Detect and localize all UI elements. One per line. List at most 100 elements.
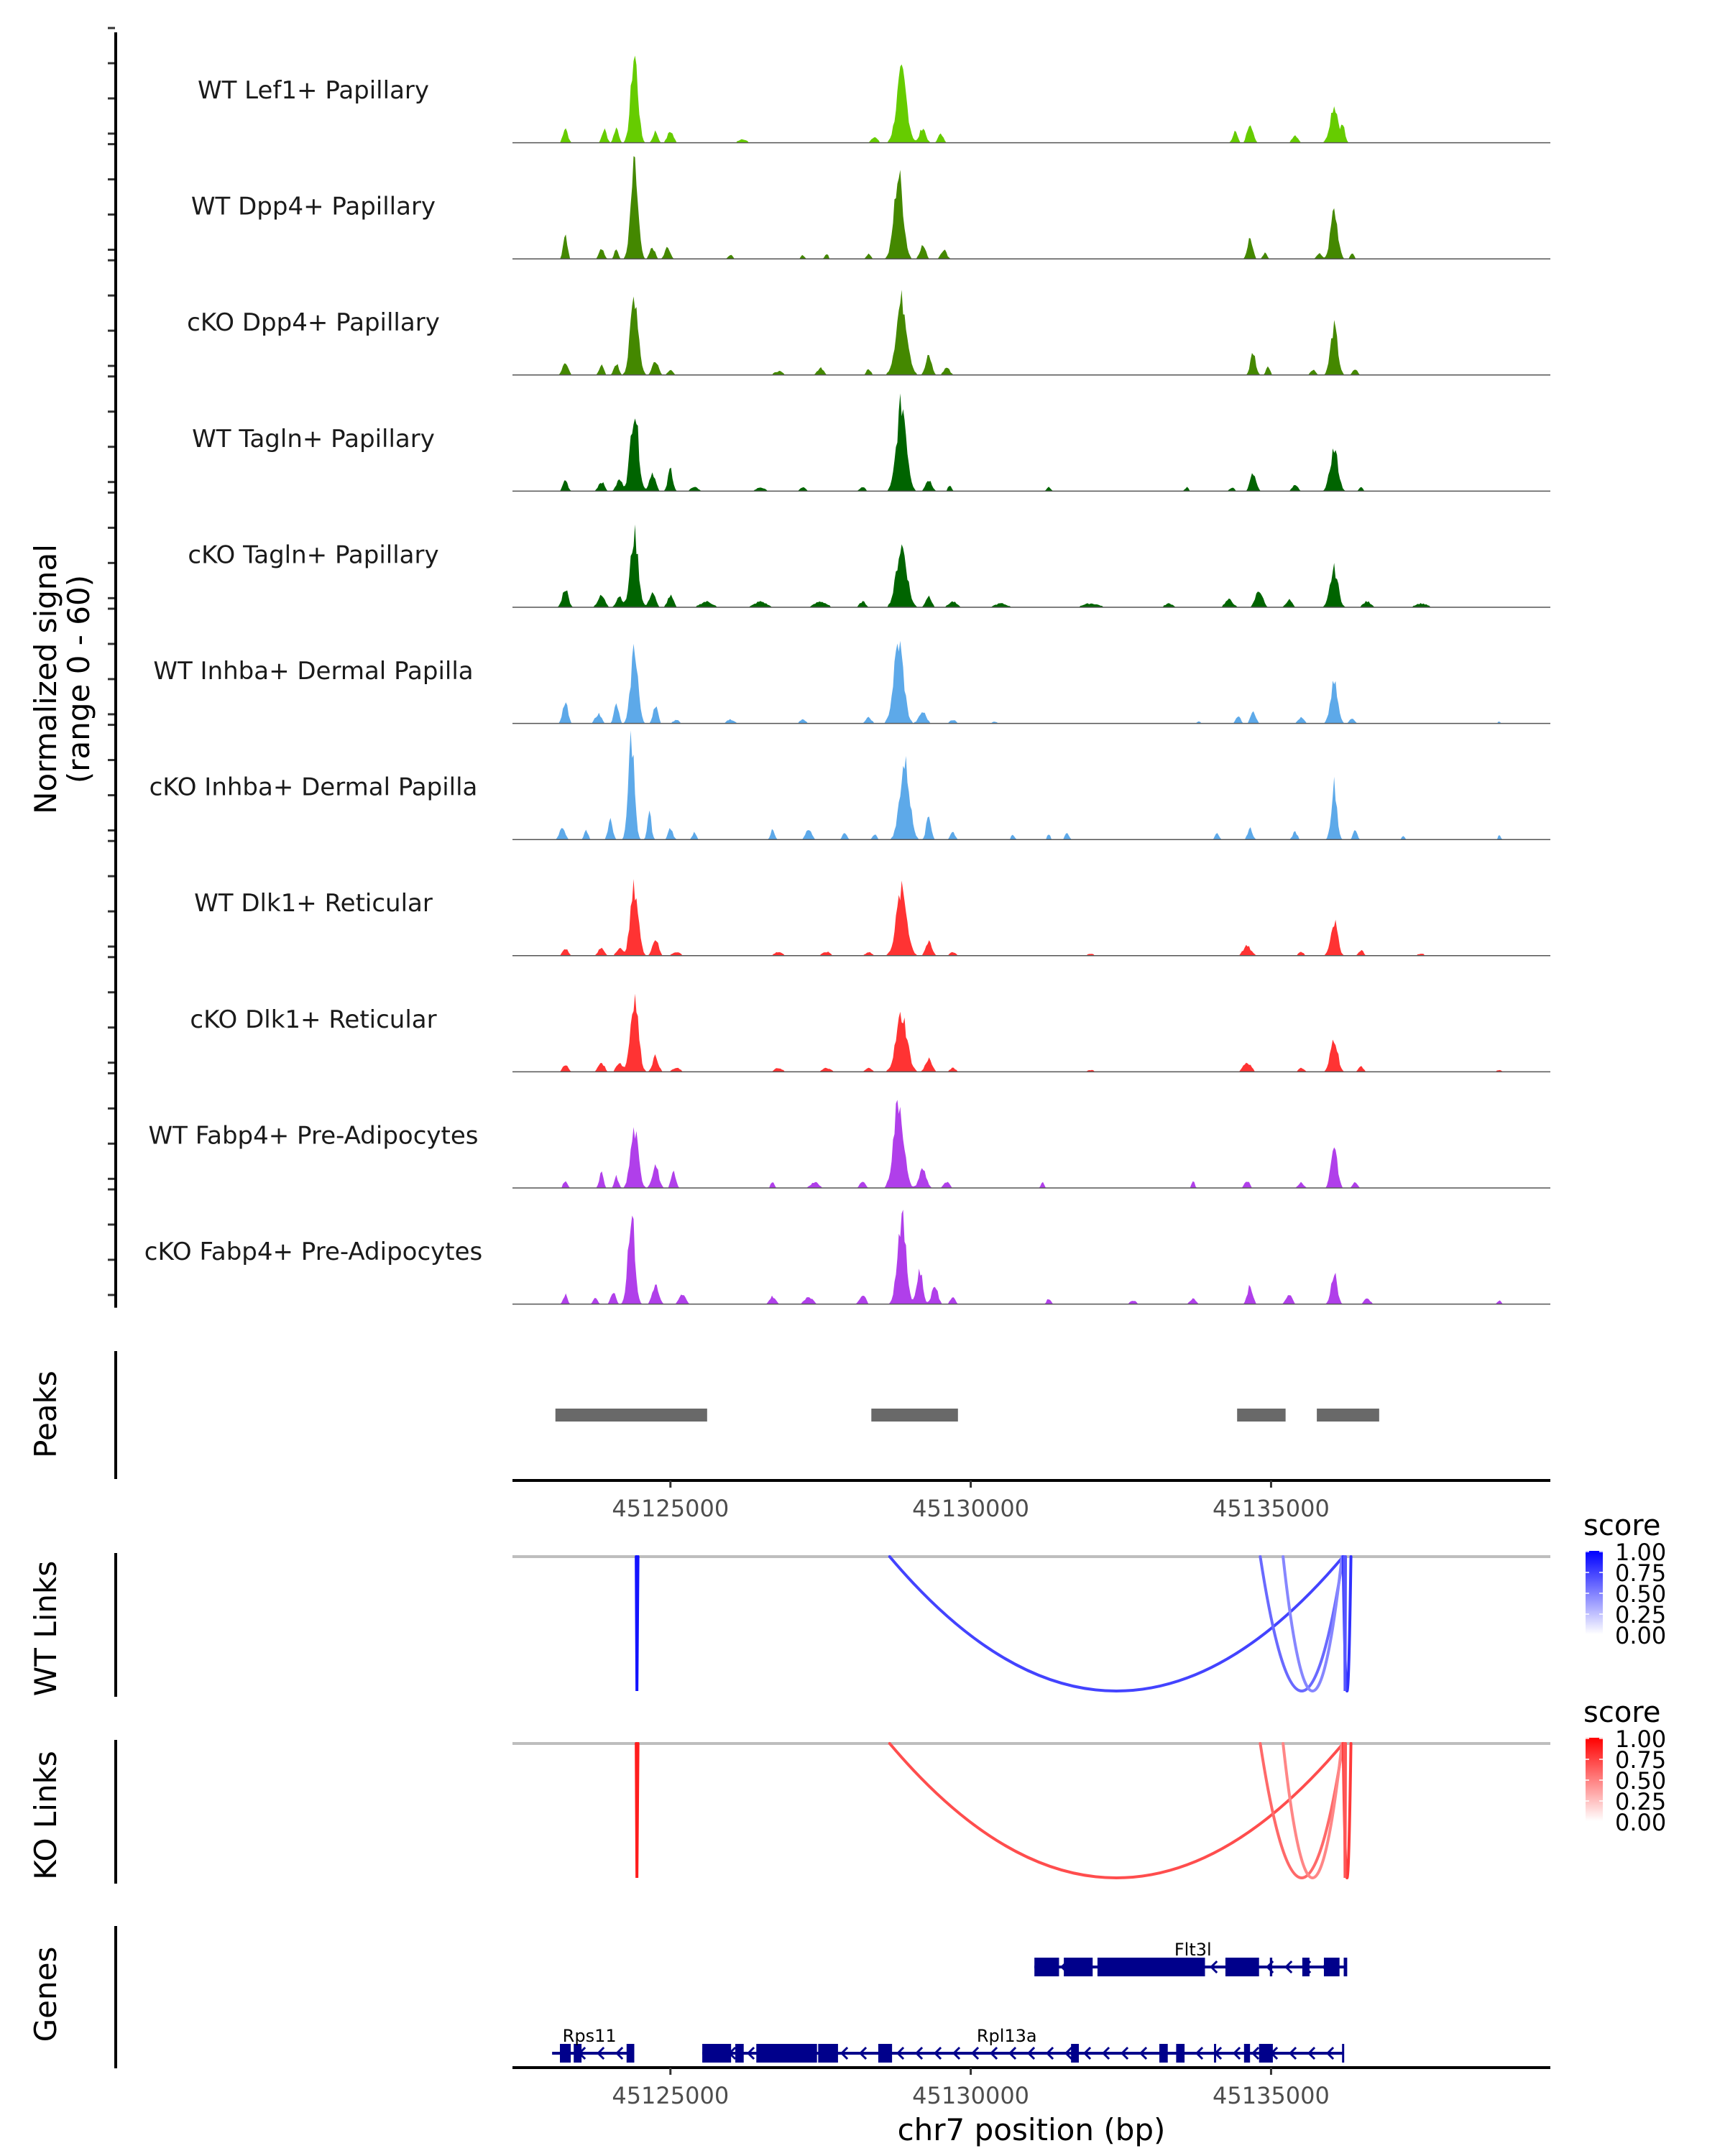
link-arc [1282, 1555, 1344, 1692]
link-arc [888, 1742, 1345, 1879]
strand-arrow [1325, 2046, 1335, 2060]
gene-exon [702, 2044, 732, 2063]
track-label: WT Fabp4+ Pre-Adipocytes [149, 1121, 479, 1150]
track-label: cKO Fabp4+ Pre-Adipocytes [144, 1238, 483, 1266]
strand-arrow [1045, 2046, 1054, 2060]
peak-region [1317, 1409, 1379, 1422]
legend-tick-label: 0.25 [1615, 1601, 1666, 1628]
link-arc [1343, 1742, 1348, 1879]
coverage-track: WT Fabp4+ Pre-Adipocytes [149, 1100, 1550, 1189]
coverage-area [512, 640, 1550, 724]
genes-track: Genes Flt3l Rps11 Rpl13a [28, 1926, 1348, 2068]
coverage-area [512, 393, 1550, 492]
coverage-area [512, 55, 1550, 143]
legend-title: score [1583, 1696, 1660, 1729]
strand-arrow [1284, 1960, 1293, 1974]
legend-tick-label: 1.00 [1615, 1539, 1666, 1566]
gene-exon [1225, 1958, 1259, 1976]
link-arc [1259, 1742, 1345, 1879]
x-tick-label: 45130000 [912, 1495, 1029, 1522]
strand-arrow [989, 2046, 998, 2060]
gene-exon [1259, 2044, 1273, 2063]
gene-label: Flt3l [1174, 1940, 1212, 1960]
x-tick-label: 45135000 [1213, 1495, 1330, 1522]
gene-model: Rpl13a [702, 2026, 1345, 2063]
coverage-y-axis [108, 27, 117, 1308]
legend-colorbar [1586, 1738, 1603, 1821]
strand-arrow [933, 2046, 942, 2060]
x-tick-label: 45135000 [1213, 2082, 1330, 2109]
track-label: cKO Dpp4+ Papillary [187, 308, 440, 337]
legend-title: score [1583, 1509, 1660, 1542]
strand-arrow [615, 2046, 624, 2060]
strand-arrow [1210, 1960, 1218, 1974]
link-arc [1282, 1742, 1344, 1879]
gene-exon [1302, 1958, 1310, 1976]
strand-arrow [746, 2046, 755, 2060]
legend-tick-label: 0.00 [1615, 1622, 1666, 1649]
strand-arrow [952, 2046, 961, 2060]
coverage-track: cKO Inhba+ Dermal Papilla [150, 730, 1550, 840]
gene-exon [1269, 1958, 1273, 1976]
coverage-track: WT Inhba+ Dermal Papilla [153, 640, 1550, 724]
strand-arrow [1026, 2046, 1036, 2060]
x-axis-bottom: 45125000 45130000 45135000 [512, 2066, 1550, 2109]
coverage-track: cKO Dpp4+ Papillary [187, 290, 1550, 376]
legend-tick-label: 0.75 [1615, 1560, 1666, 1587]
gene-model: Rps11 [552, 2026, 635, 2063]
strand-arrow [858, 2046, 868, 2060]
x-axis-peaks: 45125000 45130000 45135000 [512, 1479, 1550, 1522]
gene-exon [574, 2044, 582, 2063]
coverage-track: cKO Tagln+ Papillary [188, 524, 1550, 608]
track-label: WT Dlk1+ Reticular [194, 889, 433, 918]
coverage-track: WT Tagln+ Papillary [192, 393, 1550, 492]
link-track-label: KO Links [28, 1751, 63, 1880]
link-arc [635, 1742, 640, 1879]
coverage-area [512, 524, 1550, 607]
link-arc [635, 1555, 640, 1692]
strand-arrow [970, 2046, 980, 2060]
strand-arrow [1064, 2046, 1073, 2060]
peak-region [1237, 1409, 1286, 1422]
legend-tick-label: 1.00 [1615, 1726, 1666, 1753]
coverage-track: WT Dpp4+ Papillary [191, 156, 1550, 259]
coverage-y-axis-subtitle: (range 0 - 60) [61, 575, 96, 783]
gene-exon [878, 2044, 893, 2063]
gene-exon [1243, 2044, 1251, 2063]
coverage-track: cKO Fabp4+ Pre-Adipocytes [144, 1210, 1550, 1305]
strand-arrow [1082, 2046, 1092, 2060]
gene-exon [735, 2044, 744, 2063]
strand-arrow [1307, 2046, 1316, 2060]
coverage-area [512, 993, 1550, 1072]
gene-exon [1064, 1958, 1093, 1976]
x-axis-title: chr7 position (bp) [898, 2112, 1166, 2147]
coverage-area [512, 730, 1550, 840]
strand-arrow [1195, 2046, 1204, 2060]
coverage-y-axis-title: Normalized signal [28, 544, 63, 814]
track-label: cKO Dlk1+ Reticular [190, 1005, 436, 1034]
gene-label: Rps11 [563, 2026, 617, 2046]
legend-tick-label: 0.50 [1615, 1580, 1666, 1608]
coverage-track: WT Dlk1+ Reticular [194, 879, 1550, 957]
strand-arrow [1251, 2046, 1260, 2060]
track-label: WT Lef1+ Papillary [198, 76, 429, 105]
coverage-area [512, 1210, 1550, 1304]
x-tick-label: 45125000 [612, 2082, 729, 2109]
link-arc [1343, 1555, 1348, 1692]
strand-arrow [597, 2046, 605, 2060]
link-arc [888, 1555, 1345, 1692]
x-tick-label: 45125000 [612, 1495, 729, 1522]
peak-region [555, 1409, 707, 1422]
legend-tick-label: 0.75 [1615, 1746, 1666, 1774]
track-label: WT Dpp4+ Papillary [191, 193, 436, 221]
gene-exon [756, 2044, 817, 2063]
gene-exon [1034, 1958, 1059, 1976]
peaks-track: Peaks [28, 1351, 1379, 1479]
link-arc [1259, 1555, 1345, 1692]
track-label: WT Tagln+ Papillary [192, 425, 435, 453]
gene-exon [1071, 2044, 1080, 2063]
link-track-label: WT Links [28, 1561, 63, 1696]
